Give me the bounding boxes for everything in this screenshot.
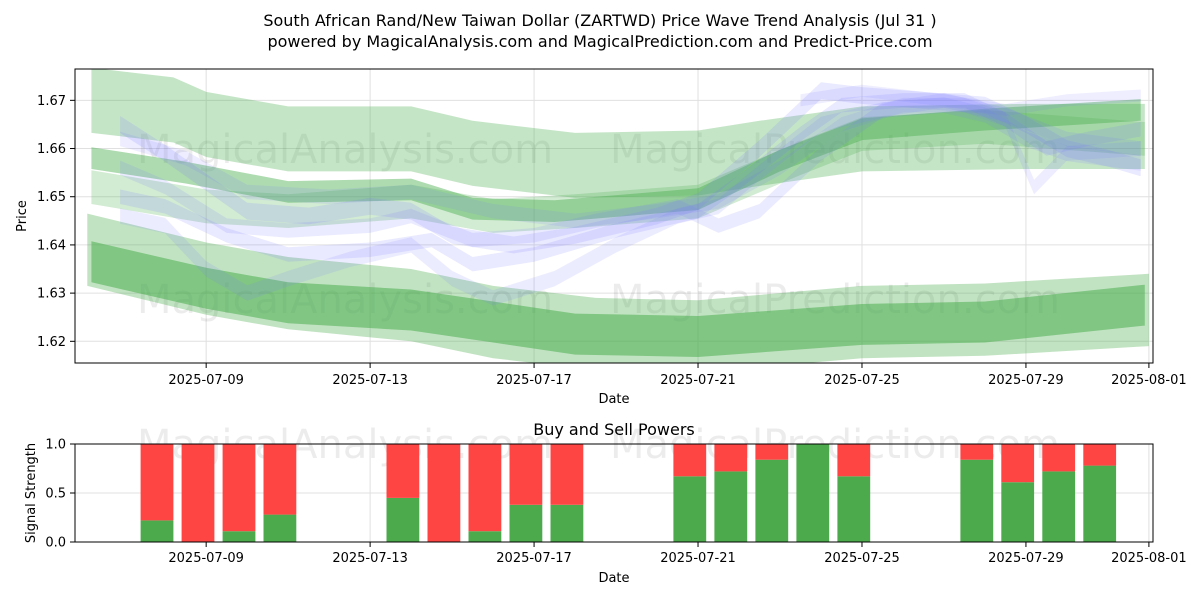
- sell-bar: [837, 444, 871, 477]
- sell-bar: [714, 444, 748, 472]
- price-x-tick-label: 2025-07-09: [168, 373, 244, 388]
- price-y-tick-label: 1.64: [37, 238, 66, 253]
- price-x-ticks: 2025-07-09 2025-07-13 2025-07-17 2025-07-21…: [168, 363, 1187, 388]
- price-watermarks: MagicalAnalysis.com MagicalPrediction.co…: [137, 127, 1060, 323]
- buy-bar: [1083, 465, 1117, 542]
- price-y-tick-label: 1.63: [37, 287, 66, 302]
- price-x-tick-label: 2025-07-21: [660, 373, 736, 388]
- price-x-tick-label: 2025-07-17: [496, 373, 572, 388]
- signal-x-tick-label: 2025-07-21: [660, 551, 736, 566]
- price-bands: [87, 69, 1149, 363]
- green-band-upper-wide: [91, 69, 1145, 198]
- price-y-axis-label: Price: [15, 200, 30, 232]
- price-y-tick-label: 1.67: [37, 94, 66, 109]
- sell-bar: [386, 444, 420, 498]
- sell-bar: [427, 444, 461, 542]
- price-x-tick-label: 2025-07-29: [988, 373, 1064, 388]
- buy-bar: [796, 444, 830, 542]
- buy-bar: [509, 504, 543, 542]
- price-plot: MagicalAnalysis.com MagicalPrediction.co…: [15, 68, 1187, 407]
- sell-bar: [673, 444, 707, 477]
- sell-bar: [181, 444, 215, 542]
- blue-3-band: [120, 97, 1141, 306]
- sell-bar: [509, 444, 543, 505]
- buy-bar: [1042, 471, 1076, 542]
- blue-1-band: [120, 82, 1141, 254]
- buy-bar: [263, 514, 297, 542]
- sell-bar: [960, 444, 994, 460]
- buy-bar: [714, 471, 748, 542]
- signal-x-tick-label: 2025-08-01: [1111, 551, 1187, 566]
- signal-y-axis-label: Signal Strength: [24, 443, 39, 543]
- signal-x-tick-label: 2025-07-29: [988, 551, 1064, 566]
- price-plot-frame: [74, 68, 1154, 364]
- signal-y-tick-label: 0.0: [45, 536, 66, 551]
- signal-plot-title: Buy and Sell Powers: [533, 420, 695, 439]
- buy-bar: [1001, 482, 1035, 542]
- signal-x-tick-label: 2025-07-13: [332, 551, 408, 566]
- buy-bar: [960, 459, 994, 542]
- blue-6-band: [800, 84, 1141, 116]
- signal-plot: Buy and Sell Powers MagicalAnalysis.com …: [24, 420, 1187, 586]
- price-y-tick-label: 1.66: [37, 142, 66, 157]
- signal-x-axis-label: Date: [598, 571, 629, 586]
- watermark-top-right: MagicalPrediction.com: [610, 127, 1060, 173]
- watermark-top-left: MagicalAnalysis.com: [137, 127, 553, 173]
- sell-bar: [1042, 444, 1076, 472]
- buy-bar: [222, 531, 256, 542]
- sell-bar: [140, 444, 174, 521]
- green-band-upper-dark: [91, 99, 1141, 222]
- signal-x-ticks: 2025-07-09 2025-07-13 2025-07-17 2025-07-21…: [168, 542, 1187, 566]
- green-band-lower-dark: [91, 241, 1145, 357]
- blue-5-band: [120, 93, 1141, 248]
- buy-bar: [837, 476, 871, 542]
- price-x-tick-label: 2025-08-01: [1111, 373, 1187, 388]
- buy-bar: [140, 520, 174, 542]
- price-y-tick-label: 1.65: [37, 190, 66, 205]
- blue-4-band: [120, 97, 1141, 229]
- price-band-group: [87, 69, 1149, 363]
- green-band-upper-mid: [91, 110, 1145, 233]
- signal-bars: [140, 444, 1117, 542]
- signal-x-tick-label: 2025-07-25: [824, 551, 900, 566]
- price-y-ticks: 1.62 1.63 1.64 1.65 1.66 1.67: [37, 94, 75, 350]
- sell-bar: [222, 444, 256, 532]
- price-x-tick-label: 2025-07-13: [332, 373, 408, 388]
- signal-y-ticks: 0.0 0.5 1.0: [45, 438, 75, 551]
- signal-x-tick-label: 2025-07-17: [496, 551, 572, 566]
- buy-bar: [386, 497, 420, 542]
- sell-bar: [468, 444, 502, 532]
- chart-subtitle: powered by MagicalAnalysis.com and Magic…: [267, 32, 932, 51]
- chart-title: South African Rand/New Taiwan Dollar (ZA…: [263, 11, 936, 30]
- buy-bar: [673, 476, 707, 542]
- sell-bar: [550, 444, 584, 505]
- signal-y-tick-label: 0.5: [45, 487, 66, 502]
- buy-bar: [550, 504, 584, 542]
- price-y-tick-label: 1.62: [37, 335, 66, 350]
- buy-bar: [755, 459, 789, 542]
- sell-bar: [755, 444, 789, 460]
- price-x-axis-label: Date: [598, 392, 629, 407]
- price-x-tick-label: 2025-07-25: [824, 373, 900, 388]
- signal-x-tick-label: 2025-07-09: [168, 551, 244, 566]
- sell-bar: [1001, 444, 1035, 483]
- sell-bar: [263, 444, 297, 515]
- sell-bar: [1083, 444, 1117, 466]
- buy-bar: [468, 531, 502, 542]
- signal-y-tick-label: 1.0: [45, 438, 66, 453]
